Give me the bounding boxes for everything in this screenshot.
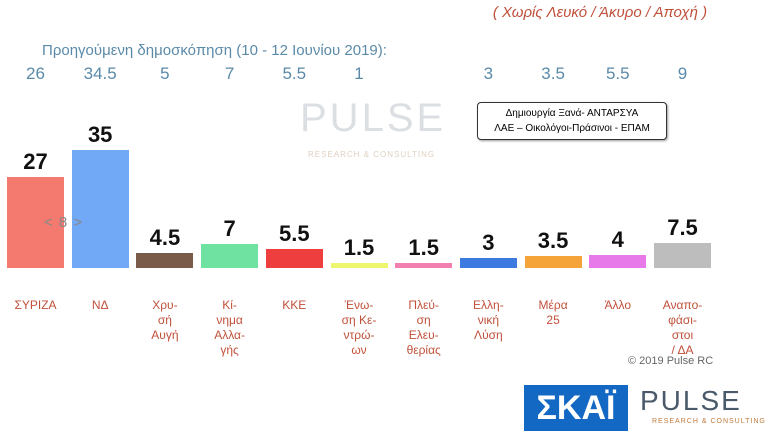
value-label: 1.5 bbox=[408, 234, 439, 260]
bar bbox=[330, 262, 388, 268]
previous-value: 9 bbox=[677, 64, 688, 83]
category-label: Μέρα 25 bbox=[538, 298, 568, 327]
copyright: © 2019 Pulse RC bbox=[628, 355, 714, 367]
bar bbox=[654, 242, 711, 268]
value-label: 3 bbox=[482, 229, 495, 255]
previous-value: 7 bbox=[224, 64, 235, 83]
value-label: 7.5 bbox=[667, 214, 698, 240]
pager[interactable]: < 8 > bbox=[44, 214, 84, 231]
category-label: Πλεύ- ση Ελευ- θερίας bbox=[406, 298, 441, 357]
bar bbox=[71, 150, 129, 268]
bar bbox=[395, 262, 453, 268]
category-label: ΝΔ bbox=[91, 298, 109, 312]
category-label: Αναπο- φάσι- στοι / ΔΑ bbox=[662, 298, 703, 357]
previous-value: 3 bbox=[483, 64, 494, 83]
previous-value: 5 bbox=[160, 64, 170, 83]
bar bbox=[136, 252, 194, 268]
previous-value: 34.5 bbox=[83, 64, 117, 83]
previous-value: 26 bbox=[26, 64, 45, 83]
previous-value: 5.5 bbox=[605, 64, 630, 83]
category-label: Ένω- ση Κε- ντρώ- ων bbox=[341, 298, 377, 357]
category-label: Κί- νημα Αλλα- γής bbox=[214, 298, 245, 357]
value-label: 4 bbox=[611, 226, 624, 252]
bar bbox=[524, 256, 582, 268]
pulse-logo-sub: RESEARCH & CONSULTING bbox=[652, 418, 766, 425]
value-label: 4.5 bbox=[149, 224, 181, 250]
category-label: Ελλη- νική Λύση bbox=[473, 298, 504, 342]
bar bbox=[7, 176, 64, 268]
bar bbox=[589, 254, 647, 268]
bar bbox=[201, 244, 259, 268]
previous-value: 1 bbox=[354, 64, 364, 83]
bar bbox=[459, 257, 517, 268]
skai-logo: ΣΚΑΪ bbox=[524, 385, 628, 431]
value-label: 27 bbox=[23, 148, 48, 174]
value-label: 3.5 bbox=[537, 228, 569, 254]
value-label: 35 bbox=[87, 122, 113, 147]
watermark-sub: RESEARCH & CONSULTING bbox=[308, 150, 436, 159]
previous-value: 3.5 bbox=[541, 64, 565, 83]
category-label: Χρυ- σή Αυγή bbox=[151, 298, 179, 342]
category-label: Άλλο bbox=[604, 298, 632, 312]
watermark: PULSE bbox=[300, 96, 447, 140]
value-label: 5.5 bbox=[279, 221, 310, 247]
previous-label: Προηγούμενη δημοσκόπηση (10 - 12 Ιουνίου… bbox=[42, 42, 387, 59]
category-label: ΚΚΕ bbox=[282, 298, 307, 312]
bar bbox=[265, 249, 323, 268]
note: ( Χωρίς Λευκό / Άκυρο / Αποχή ) bbox=[492, 4, 708, 21]
value-label: 7 bbox=[223, 216, 236, 242]
pulse-logo: PULSE bbox=[640, 385, 742, 416]
previous-value: 5.5 bbox=[282, 64, 307, 83]
value-label: 1.5 bbox=[343, 234, 375, 260]
category-label: ΣΥΡΙΖΑ bbox=[14, 298, 57, 312]
annotation: Δημιουργία Ξανά- ΑΝΤΑΡΣΥΑ ΛΑΕ – Οικολόγο… bbox=[477, 102, 667, 140]
